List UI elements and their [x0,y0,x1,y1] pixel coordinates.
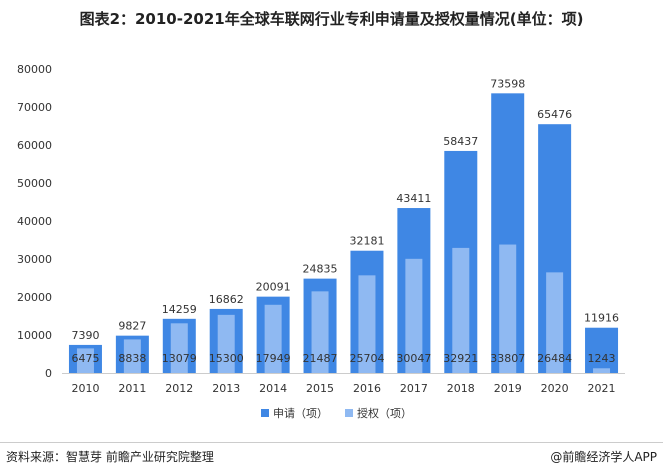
data-label-grant: 15300 [209,352,244,365]
data-label-grant: 13079 [162,352,197,365]
legend-swatch-grant [345,409,353,417]
bar-grant [452,247,470,373]
y-tick-label: 30000 [17,253,52,266]
bar-grant [170,323,188,373]
legend-swatch-apply [261,409,269,417]
legend-label-grant: 授权（项） [357,406,412,420]
data-label-apply: 43411 [396,192,431,205]
footer-divider [0,442,663,443]
chart-title: 图表2：2010-2021年全球车联网行业专利申请量及授权量情况(单位：项) [79,10,584,28]
data-label-grant: 21487 [303,352,338,365]
x-tick-label: 2014 [259,382,287,395]
bar-grant [499,244,517,373]
x-tick-label: 2011 [118,382,146,395]
bar-grant [264,304,282,373]
data-label-grant: 8838 [118,352,146,365]
bar-grant [76,348,94,373]
data-label-apply: 16862 [209,293,244,306]
x-tick-label: 2017 [400,382,428,395]
bar-grant [593,368,611,373]
data-label-apply: 20091 [256,281,291,294]
data-label-apply: 7390 [71,329,99,342]
source-note: 资料来源：智慧芽 前瞻产业研究院整理 [6,450,214,464]
y-tick-label: 60000 [17,139,52,152]
bar-grant [217,314,235,373]
bar-grant [358,275,376,373]
data-label-apply: 58437 [443,135,478,148]
x-tick-label: 2016 [353,382,381,395]
data-label-grant: 6475 [71,352,99,365]
bar-grant [405,258,423,373]
legend-label-apply: 申请（项） [273,407,328,420]
y-tick-label: 80000 [17,63,52,76]
y-tick-label: 0 [45,367,52,380]
data-label-apply: 73598 [490,77,525,90]
data-label-apply: 65476 [537,108,572,121]
data-label-grant: 1243 [588,352,616,365]
y-tick-label: 70000 [17,101,52,114]
x-tick-label: 2013 [212,382,240,395]
bar-grant [546,272,564,373]
data-label-grant: 33807 [490,352,525,365]
data-label-apply: 24835 [303,263,338,276]
data-label-grant: 32921 [443,352,478,365]
x-tick-label: 2020 [541,382,569,395]
x-tick-label: 2019 [494,382,522,395]
credit-note: @前瞻经济学人APP [550,450,657,464]
x-tick-label: 2010 [71,382,99,395]
y-tick-label: 50000 [17,177,52,190]
x-tick-label: 2015 [306,382,334,395]
x-tick-label: 2018 [447,382,475,395]
x-tick-label: 2021 [588,382,616,395]
data-label-grant: 30047 [396,352,431,365]
bar-apply [585,327,619,373]
data-label-grant: 25704 [349,352,384,365]
data-label-apply: 11916 [584,312,619,325]
data-label-grant: 17949 [256,352,291,365]
y-tick-label: 40000 [17,215,52,228]
bar-grant [311,291,329,373]
y-tick-label: 10000 [17,329,52,342]
data-label-apply: 14259 [162,303,197,316]
y-tick-label: 20000 [17,291,52,304]
data-label-apply: 9827 [118,320,146,333]
data-label-apply: 32181 [349,235,384,248]
bar-grant [123,339,141,373]
data-label-grant: 26484 [537,352,572,365]
x-tick-label: 2012 [165,382,193,395]
